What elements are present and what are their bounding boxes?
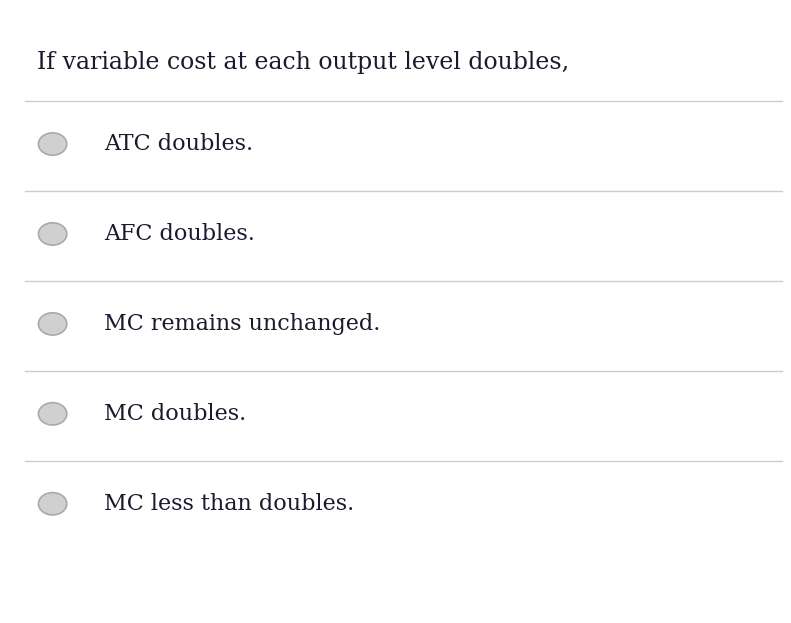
Text: If variable cost at each output level doubles,: If variable cost at each output level do… <box>37 51 569 74</box>
Circle shape <box>39 493 66 515</box>
Text: MC less than doubles.: MC less than doubles. <box>104 493 354 515</box>
Circle shape <box>39 402 66 425</box>
Text: ATC doubles.: ATC doubles. <box>104 133 253 155</box>
Text: MC doubles.: MC doubles. <box>104 403 246 425</box>
Circle shape <box>39 133 66 155</box>
Text: AFC doubles.: AFC doubles. <box>104 223 255 245</box>
Text: MC remains unchanged.: MC remains unchanged. <box>104 313 380 335</box>
Circle shape <box>39 313 66 335</box>
Circle shape <box>39 223 66 245</box>
